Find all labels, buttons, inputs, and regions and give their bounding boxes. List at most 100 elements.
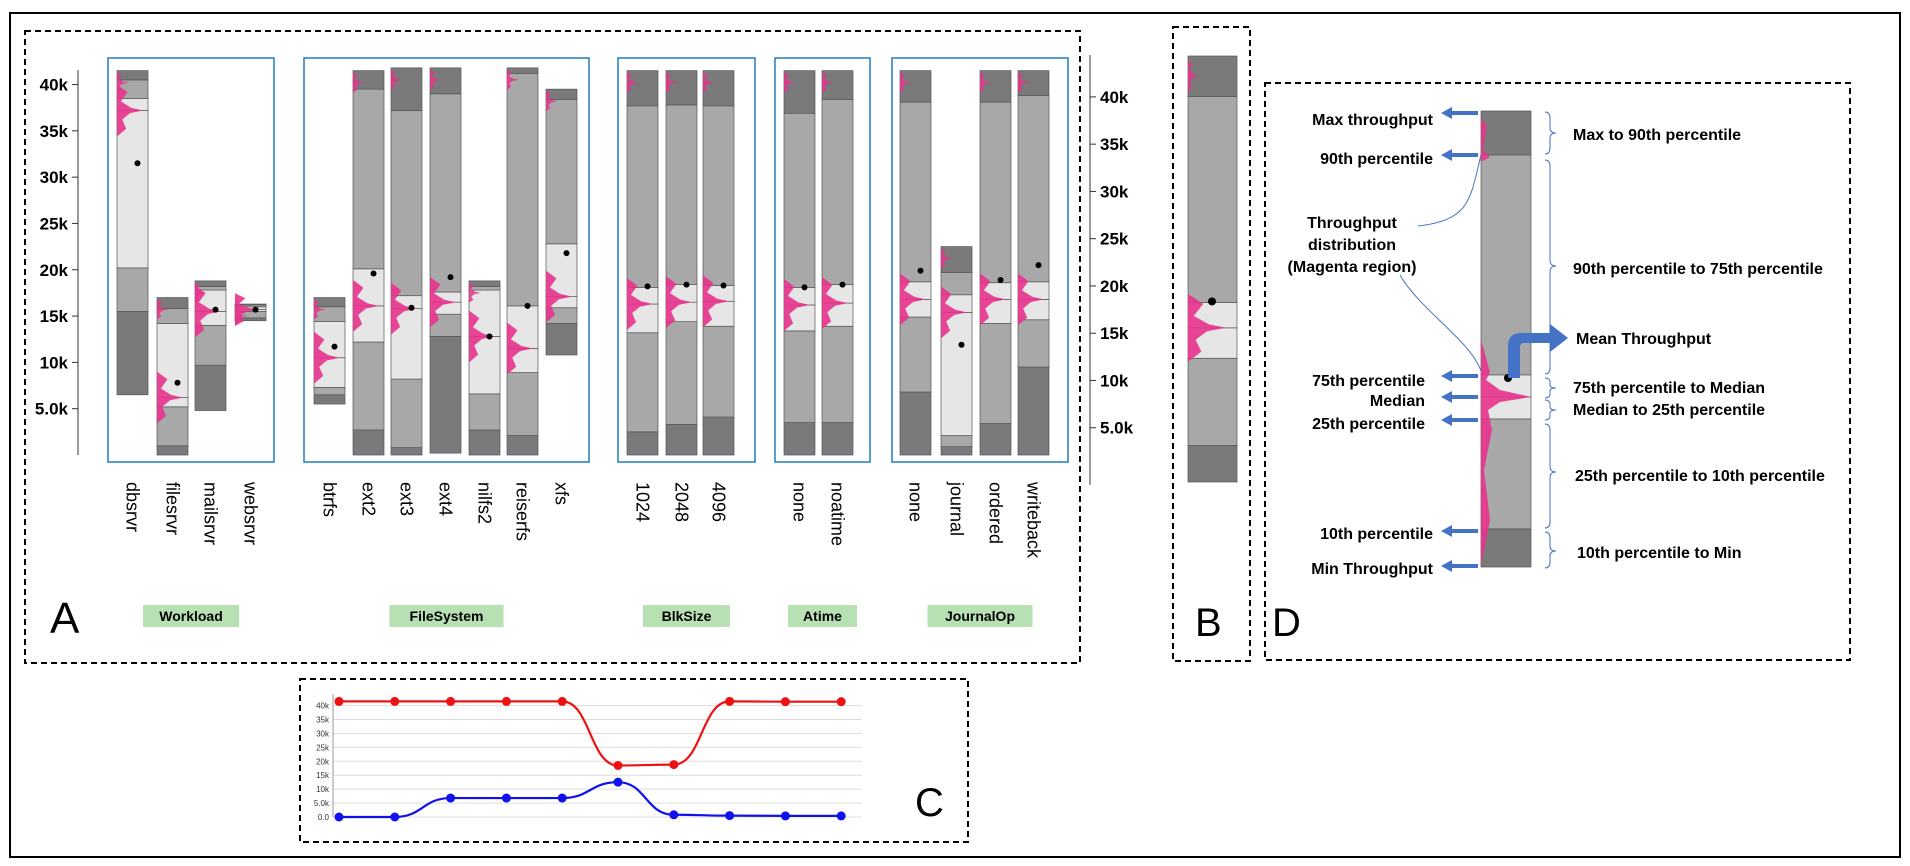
mean-dot xyxy=(997,276,1004,283)
series-point-blue xyxy=(390,812,400,822)
a-left-tick-label: 30k xyxy=(40,168,69,187)
density-shape xyxy=(195,285,221,338)
mean-dot xyxy=(958,341,965,348)
mean-dot xyxy=(1208,297,1216,306)
box-segment xyxy=(702,70,735,107)
box-segment xyxy=(545,243,578,297)
category-label: btrfs xyxy=(320,482,340,517)
a-left-tick-label: 5.0k xyxy=(35,400,69,419)
group-frame xyxy=(617,57,756,463)
series-point-red xyxy=(669,760,679,770)
group-tag-bg xyxy=(389,605,504,627)
box-segment xyxy=(626,70,659,107)
group-tag-bg xyxy=(788,605,857,627)
group-tag-label: Workload xyxy=(159,608,223,624)
box-segment xyxy=(468,280,501,287)
box-segment xyxy=(194,364,227,411)
box-journal xyxy=(940,246,973,456)
box-segment xyxy=(1017,319,1050,368)
box-segment xyxy=(390,378,423,448)
density-shape xyxy=(784,278,810,331)
box-segment xyxy=(783,422,816,456)
arrow-min xyxy=(1441,560,1478,572)
group-frame xyxy=(303,57,590,463)
category-label: nilfs2 xyxy=(475,482,495,524)
panel-d-left-labels: Max throughput 90th percentile 75th perc… xyxy=(1311,112,1433,578)
mean-dot xyxy=(447,274,454,281)
box-segment xyxy=(626,431,659,456)
box-nilfs2 xyxy=(468,280,501,456)
mean-dot xyxy=(801,284,808,291)
density-shape xyxy=(666,276,692,329)
panel-c-border xyxy=(299,678,969,843)
group-tag-label: Atime xyxy=(803,608,842,624)
mean-dot xyxy=(644,283,651,290)
panel-b-border xyxy=(1172,26,1251,662)
box-xfs xyxy=(545,88,578,356)
box-none xyxy=(899,70,932,456)
label-p25: 25th percentile xyxy=(1312,416,1425,433)
box-filesrvr xyxy=(156,297,189,456)
density-shape xyxy=(941,286,967,339)
panel-a-group-tags: Workload FileSystem BlkSize Atime JournalOp xyxy=(143,605,1033,627)
density-shape xyxy=(627,278,653,331)
group-tag-label: BlkSize xyxy=(662,608,712,624)
panel-a-category-labels: dbsrvr filesrvr mailsrvr websrvr btrfs ext2 ex… xyxy=(123,481,1044,559)
density-shape-top xyxy=(703,72,715,93)
category-label: none xyxy=(790,482,810,522)
box-segment xyxy=(665,70,698,106)
density-shape-top xyxy=(469,282,481,303)
c-tick-label: 30k xyxy=(316,729,330,738)
category-label: xfs xyxy=(552,482,572,505)
c-tick-label: 15k xyxy=(316,771,330,780)
density-shape-top xyxy=(627,72,639,93)
series-point-blue xyxy=(669,810,679,820)
panel-c-series xyxy=(334,696,846,822)
category-label: noatime xyxy=(828,482,848,546)
box-segment xyxy=(1187,445,1238,483)
panel-a-boxes xyxy=(116,67,1050,456)
pointer-dist-2 xyxy=(1399,274,1482,372)
density-shape xyxy=(1188,293,1226,362)
panel-d-box xyxy=(1480,110,1532,568)
series-point-blue xyxy=(613,777,623,787)
a-right-tick-label: 20k xyxy=(1100,277,1129,296)
series-line-blue xyxy=(339,781,842,819)
box-segment xyxy=(702,105,735,286)
panel-b: B xyxy=(1172,26,1251,662)
panel-d: Max throughput 90th percentile 75th perc… xyxy=(1264,82,1851,661)
arrow-p75 xyxy=(1441,370,1478,382)
category-label: filesrvr xyxy=(163,482,183,535)
density-shape xyxy=(822,277,848,330)
density-shape-top xyxy=(980,72,992,93)
a-right-tick-label: 5.0k xyxy=(1100,419,1134,438)
box-segment xyxy=(665,104,698,285)
box-4096 xyxy=(702,70,735,456)
c-tick-label: 25k xyxy=(316,743,330,752)
box-segment xyxy=(665,321,698,425)
panel-c: 0.0 5.0k 10k 15k 20k 25k 30k 35k 40k C xyxy=(299,678,969,843)
group-tag-bg xyxy=(927,605,1033,627)
a-left-tick-label: 15k xyxy=(40,307,69,326)
density-shape xyxy=(900,273,926,326)
box-segment xyxy=(665,424,698,456)
group-tag-bg xyxy=(643,605,730,627)
panel-a: 5.0k 10k 15k 20k 25k 30k 35k 40k 5.0k 10k 15k 20k 2… xyxy=(24,30,1134,664)
mean-dot xyxy=(252,306,259,313)
box-segment xyxy=(821,325,854,423)
series-point-blue xyxy=(446,793,456,803)
mean-dot xyxy=(1035,262,1042,269)
panel-d-distribution-label: Throughput distribution (Magenta region) xyxy=(1288,215,1417,276)
a-left-tick-label: 20k xyxy=(40,261,69,280)
a-right-tick-label: 15k xyxy=(1100,324,1129,343)
panel-d-braces xyxy=(1544,111,1557,569)
box-segment xyxy=(821,98,854,285)
density-shape-top xyxy=(784,72,796,93)
box-segment xyxy=(979,70,1012,103)
panel-d-right-labels: Max to 90th percentile 90th percentile t… xyxy=(1573,127,1825,562)
density-shape xyxy=(117,84,143,137)
label-min-throughput: Min Throughput xyxy=(1311,561,1433,578)
box-ext3 xyxy=(390,67,423,456)
series-point-blue xyxy=(836,811,846,821)
density-shape-top xyxy=(157,299,169,320)
